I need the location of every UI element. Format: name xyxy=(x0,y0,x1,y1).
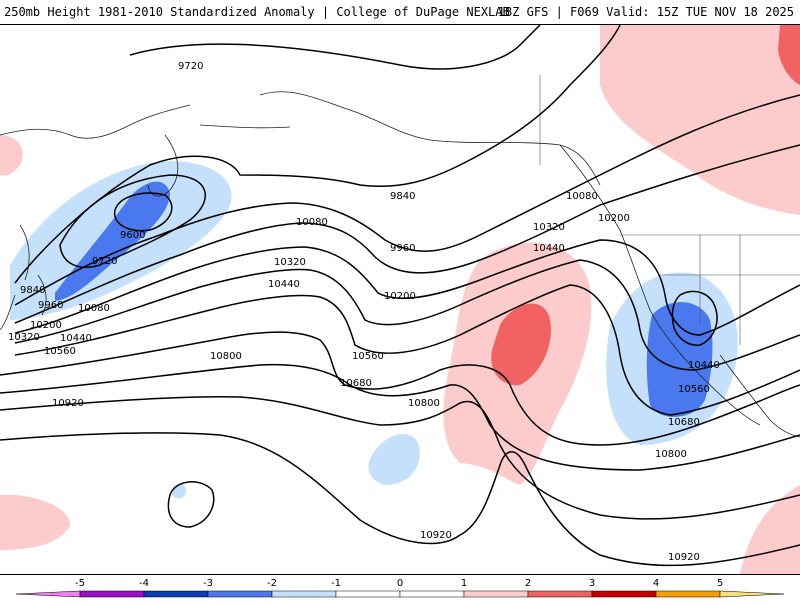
contour-label: 10920 xyxy=(52,398,84,409)
map-panel: 9720 9600 9720 9840 9960 10080 10200 103… xyxy=(0,24,800,575)
legend-canvas: -5 -4 -3 -2 -1 0 1 2 3 4 5 xyxy=(15,578,785,598)
legend-tick-label: 3 xyxy=(589,578,595,589)
legend-swatch xyxy=(463,590,529,598)
contour-label: 10080 xyxy=(296,217,328,228)
north-america-borders xyxy=(539,75,800,345)
contour-label: 10800 xyxy=(210,351,242,362)
contour-label: 9960 xyxy=(390,243,415,254)
contour-label: 10560 xyxy=(44,346,76,357)
legend-tick-label: -5 xyxy=(75,578,85,589)
contour-9720-north xyxy=(129,25,541,70)
legend-tick-label: 0 xyxy=(397,578,403,589)
contour-label: 10320 xyxy=(8,332,40,343)
legend-swatch xyxy=(143,590,209,598)
contour-label: 9720 xyxy=(178,61,203,72)
legend-tick-label: 2 xyxy=(525,578,531,589)
header-bar: 250mb Height 1981-2010 Standardized Anom… xyxy=(0,0,800,24)
contour-10200 xyxy=(14,239,800,336)
contour-9960 xyxy=(14,94,800,306)
legend-tick-label: -1 xyxy=(331,578,341,589)
negative-anomaly-east-strong xyxy=(646,302,713,417)
contour-10920-closed-high xyxy=(167,481,215,528)
legend-swatch xyxy=(527,590,593,598)
legend-tick-label: 5 xyxy=(717,578,723,589)
contour-label: 10560 xyxy=(678,384,710,395)
alaska-coastline xyxy=(259,91,601,186)
contour-10920 xyxy=(0,432,800,567)
legend-swatch xyxy=(207,590,273,598)
contour-label: 9840 xyxy=(20,285,45,296)
north-america-west-coast xyxy=(559,144,761,426)
legend-swatches xyxy=(15,590,785,598)
legend-tick-label: 1 xyxy=(461,578,467,589)
negative-anomaly-west-strong xyxy=(55,181,170,301)
positive-anomaly-southeast-light xyxy=(740,485,800,574)
contour-label: 10200 xyxy=(598,213,630,224)
aleutian-islands xyxy=(199,124,291,129)
contour-label: 10920 xyxy=(668,552,700,563)
negative-anomaly-central-light xyxy=(368,433,420,485)
legend-swatch xyxy=(399,590,465,598)
anomaly-shading xyxy=(0,25,800,574)
height-contours xyxy=(0,25,800,567)
model-run-info: 18Z GFS | F069 Valid: 15Z TUE NOV 18 202… xyxy=(497,5,794,19)
baja-coast xyxy=(719,354,800,438)
contour-9600-low xyxy=(114,192,173,232)
legend-swatch xyxy=(335,590,401,598)
contour-10560 xyxy=(0,331,800,446)
contour-label: 10080 xyxy=(566,191,598,202)
legend-swatch xyxy=(79,590,145,598)
legend-swatch xyxy=(591,590,657,598)
positive-anomaly-northeast-light xyxy=(600,25,800,215)
legend-swatch xyxy=(655,590,721,598)
legend-ticks: -5 -4 -3 -2 -1 0 1 2 3 4 5 xyxy=(75,578,723,589)
contour-9840 xyxy=(14,25,621,284)
contour-label: 10680 xyxy=(668,417,700,428)
map-canvas: 9720 9600 9720 9840 9960 10080 10200 103… xyxy=(0,25,800,574)
contour-10440 xyxy=(14,284,800,416)
legend-tick-label: -4 xyxy=(139,578,149,589)
contour-10320 xyxy=(14,259,800,371)
contour-label: 10440 xyxy=(688,360,720,371)
contour-10800 xyxy=(0,395,800,520)
contour-label: 9720 xyxy=(92,256,117,267)
contour-label: 10560 xyxy=(352,351,384,362)
positive-anomaly-northeast-strong xyxy=(778,25,800,85)
legend-swatch xyxy=(271,590,337,598)
contour-label: 10680 xyxy=(340,378,372,389)
contour-label: 9840 xyxy=(390,191,415,202)
legend-tick-label: 4 xyxy=(653,578,659,589)
color-scale-legend: -5 -4 -3 -2 -1 0 1 2 3 4 5 xyxy=(0,575,800,600)
negative-anomaly-small-light xyxy=(172,483,186,499)
contour-label: 10080 xyxy=(78,303,110,314)
contour-label: 10200 xyxy=(384,291,416,302)
legend-tick-label: -3 xyxy=(203,578,213,589)
positive-anomaly-west-edge-light xyxy=(0,135,23,176)
asia-coastline xyxy=(0,104,191,139)
contour-label: 9960 xyxy=(38,300,63,311)
positive-anomaly-southwest-light xyxy=(0,494,70,550)
contour-label: 10440 xyxy=(533,243,565,254)
contour-10800-east-low xyxy=(671,290,718,346)
contour-label: 10320 xyxy=(274,257,306,268)
contour-10680 xyxy=(0,363,800,471)
contour-label: 10800 xyxy=(655,449,687,460)
contour-10080 xyxy=(14,144,800,324)
positive-anomaly-central-strong xyxy=(491,303,551,386)
contour-label: 9600 xyxy=(120,230,145,241)
contour-label: 10800 xyxy=(408,398,440,409)
contour-label: 10320 xyxy=(533,222,565,233)
contour-label: 10440 xyxy=(268,279,300,290)
legend-swatch xyxy=(15,590,81,598)
contour-label: 10440 xyxy=(60,333,92,344)
contour-label: 10200 xyxy=(30,320,62,331)
contour-labels: 9720 9600 9720 9840 9960 10080 10200 103… xyxy=(8,61,720,563)
map-title: 250mb Height 1981-2010 Standardized Anom… xyxy=(4,5,510,19)
legend-swatch xyxy=(719,590,785,598)
legend-tick-label: -2 xyxy=(267,578,277,589)
contour-label: 10920 xyxy=(420,530,452,541)
contour-9720 xyxy=(59,174,207,268)
